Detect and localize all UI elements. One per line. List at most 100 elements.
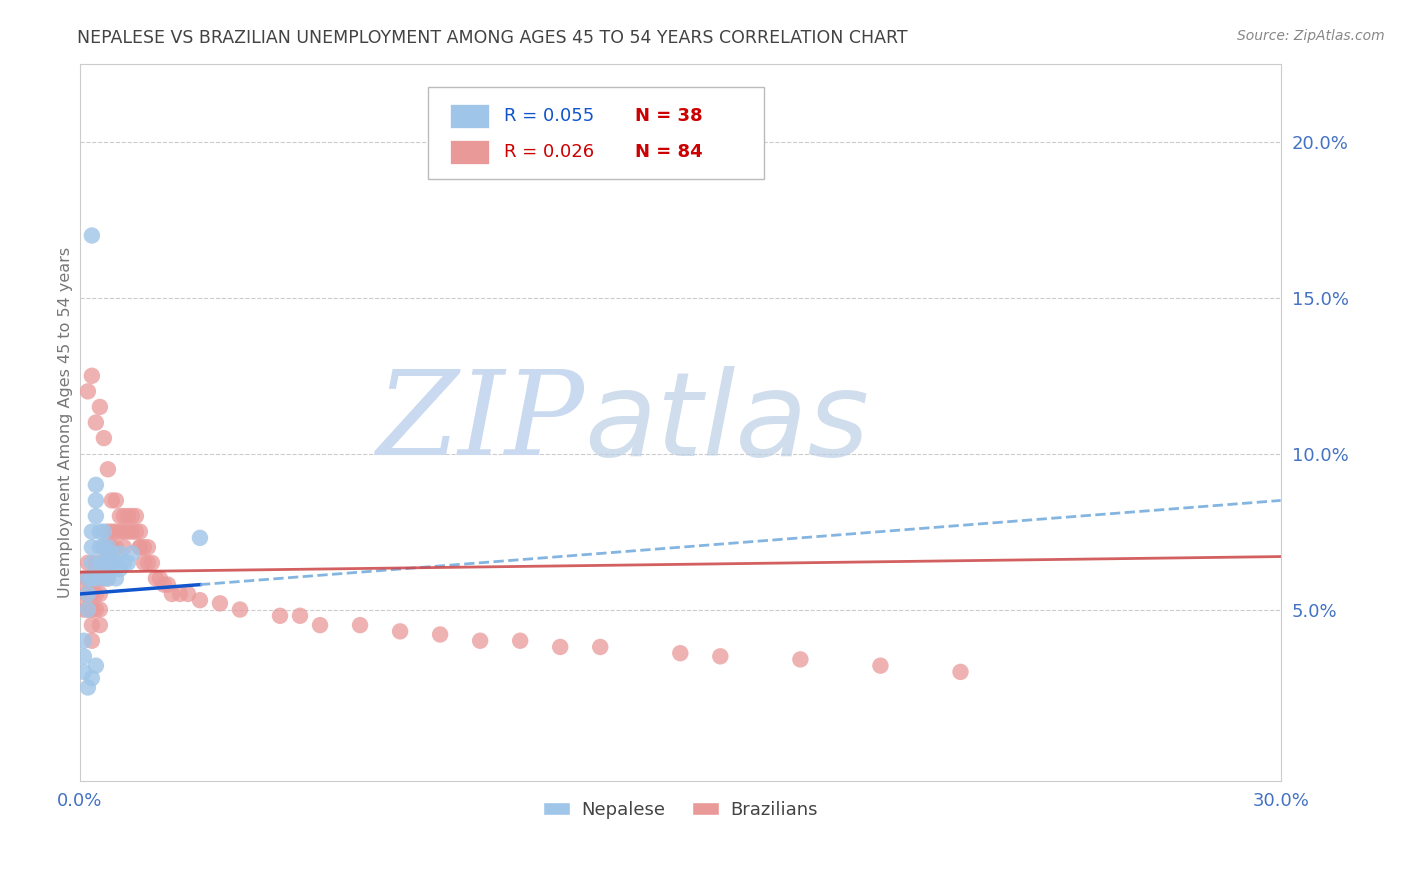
Point (101, 493, 124, 508)
Point (97, 462, 120, 476)
Point (104, 493, 127, 508)
Point (93, 431, 115, 445)
Point (89, 400, 111, 414)
Point (269, 608, 291, 623)
Point (80, 228, 103, 243)
Point (548, 640, 571, 654)
FancyBboxPatch shape (427, 87, 765, 178)
Point (73, 649, 96, 664)
Point (76, 587, 98, 601)
Point (84, 509, 107, 524)
Point (93, 540, 115, 554)
Point (112, 524, 135, 539)
Point (76, 602, 98, 616)
Point (89, 571, 111, 585)
Point (84, 493, 107, 508)
Point (108, 562, 131, 576)
Point (468, 633, 491, 648)
Point (80, 571, 103, 585)
Point (89, 540, 111, 554)
Point (84, 416, 107, 430)
Point (117, 556, 139, 570)
Point (73, 602, 96, 616)
Point (429, 627, 451, 641)
Point (101, 562, 124, 576)
Point (76, 681, 98, 695)
Point (80, 540, 103, 554)
Point (288, 608, 311, 623)
Point (89, 618, 111, 632)
Text: N = 84: N = 84 (634, 143, 702, 161)
Point (93, 571, 115, 585)
Point (108, 524, 131, 539)
Point (949, 665, 972, 679)
Point (76, 587, 98, 601)
Text: R = 0.026: R = 0.026 (503, 143, 593, 161)
Point (84, 602, 107, 616)
Point (84, 571, 107, 585)
Point (80, 368, 103, 383)
Point (188, 593, 211, 607)
Point (93, 571, 115, 585)
Bar (450, 104, 489, 128)
Point (73, 665, 96, 679)
Point (177, 587, 200, 601)
Point (104, 556, 127, 570)
Point (129, 524, 152, 539)
Point (80, 618, 103, 632)
Point (93, 556, 115, 570)
Point (84, 658, 107, 673)
Point (149, 571, 172, 585)
Point (188, 531, 211, 545)
Point (112, 509, 135, 524)
Text: R = 0.055: R = 0.055 (503, 107, 593, 125)
Point (112, 540, 135, 554)
Text: N = 38: N = 38 (634, 107, 702, 125)
Point (104, 571, 127, 585)
Point (145, 571, 167, 585)
Point (229, 602, 252, 616)
Point (349, 618, 371, 632)
Point (389, 624, 412, 639)
Point (80, 556, 103, 570)
Point (73, 571, 96, 585)
Point (141, 556, 163, 570)
Point (97, 556, 120, 570)
Point (89, 524, 111, 539)
Point (129, 540, 152, 554)
Text: ZIP: ZIP (377, 365, 585, 480)
Point (104, 524, 127, 539)
Point (73, 587, 96, 601)
Point (97, 556, 120, 570)
Point (80, 524, 103, 539)
Point (89, 556, 111, 570)
Point (76, 571, 98, 585)
Point (89, 602, 111, 616)
Point (93, 556, 115, 570)
Text: Source: ZipAtlas.com: Source: ZipAtlas.com (1237, 29, 1385, 43)
Point (80, 633, 103, 648)
Point (208, 596, 231, 610)
Point (789, 652, 811, 666)
Point (76, 602, 98, 616)
Bar (450, 140, 489, 164)
Point (589, 640, 612, 654)
Point (869, 658, 891, 673)
Point (112, 556, 135, 570)
Point (136, 540, 159, 554)
Point (93, 540, 115, 554)
Point (129, 540, 152, 554)
Point (97, 540, 120, 554)
Point (309, 618, 332, 632)
Point (80, 587, 103, 601)
Point (80, 671, 103, 685)
Point (76, 384, 98, 399)
Point (97, 571, 120, 585)
Point (84, 571, 107, 585)
Point (160, 587, 183, 601)
Point (121, 546, 143, 560)
Point (121, 524, 143, 539)
Point (76, 571, 98, 585)
Point (169, 587, 191, 601)
Point (156, 577, 179, 591)
